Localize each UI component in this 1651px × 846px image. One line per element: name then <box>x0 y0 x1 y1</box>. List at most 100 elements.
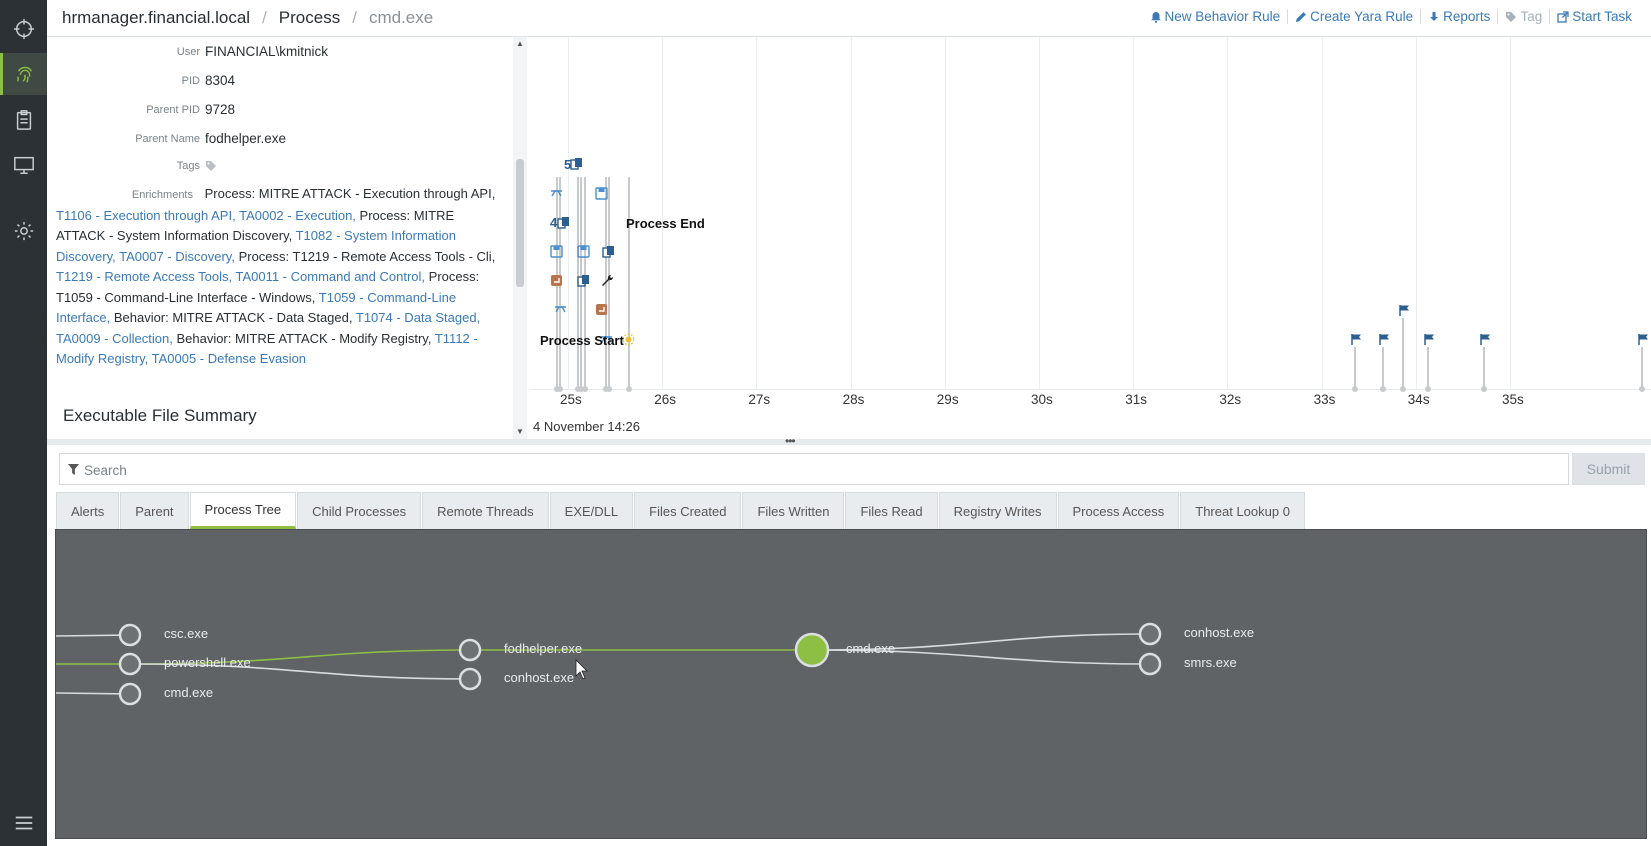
tab-threat-lookup-0[interactable]: Threat Lookup 0 <box>1180 492 1305 529</box>
file-icon[interactable] <box>557 216 570 229</box>
reports-button[interactable]: Reports <box>1420 9 1497 24</box>
flag-icon[interactable] <box>1479 333 1492 346</box>
network-icon[interactable] <box>600 333 613 346</box>
tree-node-label[interactable]: smrs.exe <box>1184 655 1237 670</box>
wrench-icon[interactable] <box>601 274 614 287</box>
monitor-icon <box>13 156 34 174</box>
scroll-up-icon[interactable]: ▲ <box>516 39 524 48</box>
enrichment-link[interactable]: TA0009 - Collection, <box>56 330 173 346</box>
breadcrumb-process[interactable]: Process <box>278 8 341 27</box>
breadcrumb-separator: / <box>262 8 267 27</box>
panel-splitter[interactable]: ••• <box>47 434 1651 448</box>
timeline-tick-label: 29s <box>936 392 959 407</box>
tree-node-label[interactable]: conhost.exe <box>504 670 575 685</box>
flag-icon[interactable] <box>1423 333 1436 346</box>
tab-registry-writes[interactable]: Registry Writes <box>938 492 1057 529</box>
enrichment-link[interactable]: T1219 - Remote Access Tools, <box>56 269 233 284</box>
tab-parent[interactable]: Parent <box>120 492 189 529</box>
save-icon[interactable] <box>595 187 608 200</box>
sidebar-item-hosts[interactable] <box>0 144 47 186</box>
process-start-marker[interactable]: Process Start <box>540 333 624 348</box>
module-icon[interactable] <box>622 333 635 346</box>
tab-child-processes[interactable]: Child Processes <box>297 492 422 529</box>
enrichment-link[interactable]: TA0002 - Execution, <box>239 207 356 223</box>
save-icon[interactable] <box>577 245 590 258</box>
tree-node-label[interactable]: conhost.exe <box>1184 625 1255 640</box>
event-count[interactable]: 4 <box>550 215 558 230</box>
tree-node-label[interactable]: powershell.exe <box>164 655 251 670</box>
tab-process-tree[interactable]: Process Tree <box>189 492 297 529</box>
enrichment-text: Process: MITRE ATTACK - Execution throug… <box>204 186 496 201</box>
enrichment-text: Behavior: MITRE ATTACK - Data Staged, <box>113 310 353 325</box>
registry-icon[interactable] <box>595 303 608 316</box>
tab-process-access[interactable]: Process Access <box>1057 492 1180 529</box>
create-yara-rule-button[interactable]: Create Yara Rule <box>1287 9 1420 24</box>
tag-button[interactable]: Tag <box>1497 9 1549 24</box>
enrichment-link[interactable]: TA0005 - Defense Evasion <box>151 351 307 366</box>
section-title: Executable File Summary <box>63 406 257 425</box>
tree-node-label[interactable]: csc.exe <box>164 626 209 641</box>
drag-handle-icon[interactable]: ••• <box>785 434 796 448</box>
search-input[interactable] <box>84 460 1554 480</box>
save-icon[interactable] <box>550 245 563 258</box>
tree-node[interactable] <box>118 623 142 647</box>
sidebar-item-settings[interactable] <box>0 210 47 252</box>
timeline-gridline <box>1510 37 1511 390</box>
sidebar-menu-toggle[interactable] <box>0 802 47 844</box>
enrichment-link[interactable]: TA0007 - Discovery, <box>119 248 235 264</box>
tree-node-label[interactable]: fodhelper.exe <box>504 641 583 656</box>
sidebar <box>0 0 47 846</box>
submit-button[interactable]: Submit <box>1572 453 1645 485</box>
file-icon[interactable] <box>570 157 583 170</box>
tree-node-label[interactable]: cmd.exe <box>164 685 214 700</box>
detail-value[interactable]: fodhelper.exe <box>205 131 287 146</box>
network-icon[interactable] <box>554 303 567 316</box>
timeline[interactable]: 4 November 14:26 25s 26s 27s 28s 29s 30s 31s 32… <box>530 37 1651 439</box>
registry-icon[interactable] <box>550 274 563 287</box>
reports-label: Reports <box>1443 9 1491 24</box>
process-tree[interactable]: csc.exe powershell.exe cmd.exe fodhelper… <box>55 529 1647 839</box>
tree-node-label[interactable]: cmd.exe <box>846 641 896 656</box>
flag-icon[interactable] <box>1637 333 1650 346</box>
scroll-thumb[interactable] <box>516 159 524 287</box>
scroll-down-icon[interactable]: ▼ <box>516 427 524 436</box>
enrichment-link[interactable]: T1112 - Modify Registry, <box>56 330 478 367</box>
event-count[interactable]: 5 <box>564 157 572 172</box>
tab-alerts[interactable]: Alerts <box>56 492 120 529</box>
process-end-marker[interactable]: Process End <box>626 216 705 231</box>
network-icon[interactable] <box>550 187 563 200</box>
details-scrollbar[interactable]: ▲ ▼ <box>513 37 527 439</box>
clipboard-icon <box>16 110 31 130</box>
timeline-stem <box>608 177 610 389</box>
file-icon[interactable] <box>602 245 615 258</box>
enrichment-link[interactable]: TA0011 - Command and Control, <box>235 269 426 284</box>
flag-icon[interactable] <box>1398 304 1411 317</box>
start-task-button[interactable]: Start Task <box>1549 9 1639 24</box>
tree-node[interactable] <box>458 667 482 691</box>
tab-files-written[interactable]: Files Written <box>742 492 845 529</box>
gear-icon <box>14 221 33 241</box>
enrichment-link[interactable]: T1106 - Execution through API, <box>56 207 236 223</box>
sidebar-item-hunt[interactable] <box>0 53 47 95</box>
enrichment-link[interactable]: T1074 - Data Staged, <box>355 310 481 325</box>
sidebar-item-tasks[interactable] <box>0 99 47 141</box>
sidebar-item-targets[interactable] <box>0 8 47 50</box>
breadcrumb-host[interactable]: hrmanager.financial.local <box>62 8 251 27</box>
tab-files-read[interactable]: Files Read <box>845 492 938 529</box>
enrichment-link[interactable]: T1059 - Command-Line Interface, <box>56 289 457 326</box>
new-behavior-rule-button[interactable]: New Behavior Rule <box>1143 9 1288 24</box>
tree-node[interactable] <box>458 638 482 662</box>
enrichment-link[interactable]: T1082 - System Information Discovery, <box>56 228 457 264</box>
tree-node[interactable] <box>1138 652 1162 676</box>
flag-icon[interactable] <box>1350 333 1363 346</box>
tree-node[interactable] <box>118 652 142 676</box>
tab-exe-dll[interactable]: EXE/DLL <box>549 492 634 529</box>
tree-node-selected[interactable] <box>794 632 830 668</box>
file-icon[interactable] <box>577 274 590 287</box>
tab-remote-threads[interactable]: Remote Threads <box>422 492 549 529</box>
tab-files-created[interactable]: Files Created <box>634 492 742 529</box>
tree-node[interactable] <box>1138 622 1162 646</box>
add-tag-button[interactable] <box>205 160 217 175</box>
tree-node[interactable] <box>118 682 142 706</box>
flag-icon[interactable] <box>1378 333 1391 346</box>
